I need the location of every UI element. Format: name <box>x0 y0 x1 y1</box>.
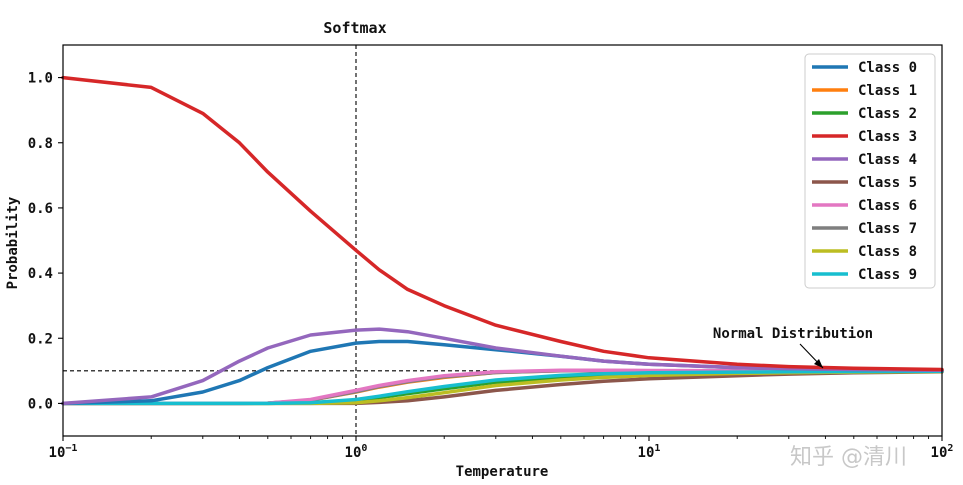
watermark: 知乎 @清川 <box>790 445 907 470</box>
annotation-arrowhead <box>814 359 823 368</box>
legend-label: Class 6 <box>858 198 917 214</box>
series-line-class-2 <box>61 369 944 406</box>
legend-label: Class 1 <box>858 83 917 99</box>
legend-label: Class 8 <box>858 244 917 260</box>
y-tick-label: 0.2 <box>28 331 53 347</box>
y-tick-label: 0.6 <box>28 201 53 217</box>
legend-label: Class 0 <box>858 60 917 76</box>
legend-label: Class 2 <box>858 106 917 122</box>
annotation-text: Normal Distribution <box>713 326 873 342</box>
normal-distribution-annotation: Normal Distribution <box>713 326 873 369</box>
reference-lines <box>63 45 942 436</box>
legend-label: Class 9 <box>858 267 917 283</box>
x-axis-label: Temperature <box>456 464 549 480</box>
x-tick-label: 102 <box>931 443 954 461</box>
series-lines <box>61 75 944 406</box>
legend-label: Class 3 <box>858 129 917 145</box>
y-tick-label: 0.4 <box>28 266 53 282</box>
x-tick-label: 10−1 <box>49 443 78 461</box>
legend-items: Class 0 Class 1 Class 2 Class 3 Class 4 Class… <box>812 60 917 283</box>
y-tick-label: 1.0 <box>28 71 53 87</box>
y-axis-label: Probability <box>5 196 21 289</box>
y-tick-label: 0.0 <box>28 396 53 412</box>
plot-frame <box>62 44 943 437</box>
legend-label: Class 5 <box>858 175 917 191</box>
y-tick-label: 0.8 <box>28 136 53 152</box>
series-line-class-8 <box>61 369 944 406</box>
x-tick-label: 100 <box>345 443 368 461</box>
legend-label: Class 7 <box>858 221 917 237</box>
series-line-class-4 <box>61 327 944 406</box>
legend-label: Class 4 <box>858 152 917 168</box>
x-tick-label: 101 <box>638 443 661 461</box>
legend: Class 0 Class 1 Class 2 Class 3 Class 4 Class… <box>804 53 936 289</box>
chart-title: Softmax <box>323 19 386 37</box>
series-line-class-9 <box>61 369 944 406</box>
series-line-class-7 <box>61 369 944 406</box>
series-line-class-1 <box>61 369 944 406</box>
series-line-class-5 <box>61 370 944 406</box>
series-line-class-3 <box>61 75 944 372</box>
